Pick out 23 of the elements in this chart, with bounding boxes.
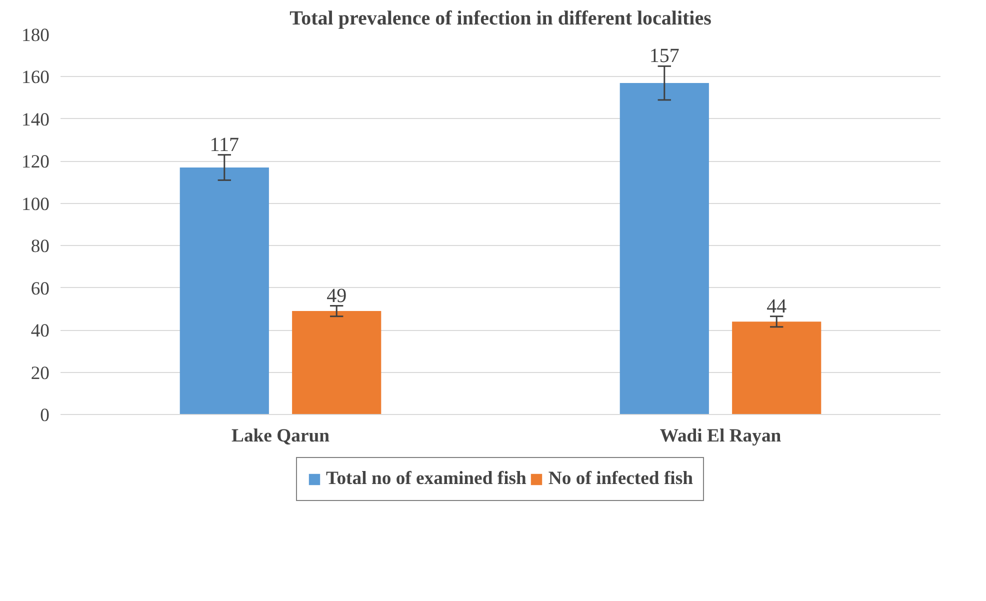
legend-label: Total no of examined fish	[326, 468, 526, 490]
x-tick-label: Wadi El Rayan	[660, 426, 782, 446]
data-label: 44	[766, 295, 787, 318]
y-tick-label: 100	[22, 194, 50, 215]
y-tick-label: 20	[30, 362, 50, 384]
y-tick-label: 40	[30, 320, 50, 342]
y-tick-label: 180	[22, 25, 50, 46]
y-tick-label: 80	[30, 236, 50, 258]
y-tick-label: 0	[40, 405, 50, 426]
bar	[732, 322, 822, 414]
legend-label: No of infected fish	[548, 468, 693, 490]
y-tick-label: 160	[22, 67, 50, 88]
y-tick-label: 60	[30, 278, 50, 300]
chart-title: Total prevalence of infection in different localities	[290, 8, 712, 30]
y-tick-label: 140	[22, 109, 50, 130]
y-tick-label: 120	[22, 152, 50, 173]
bar	[180, 168, 269, 414]
x-tick-label: Lake Qarun	[232, 426, 330, 446]
data-label: 157	[649, 45, 680, 68]
data-label: 49	[326, 284, 347, 307]
bar	[292, 311, 382, 414]
data-label: 117	[210, 134, 240, 156]
bar	[620, 83, 709, 414]
